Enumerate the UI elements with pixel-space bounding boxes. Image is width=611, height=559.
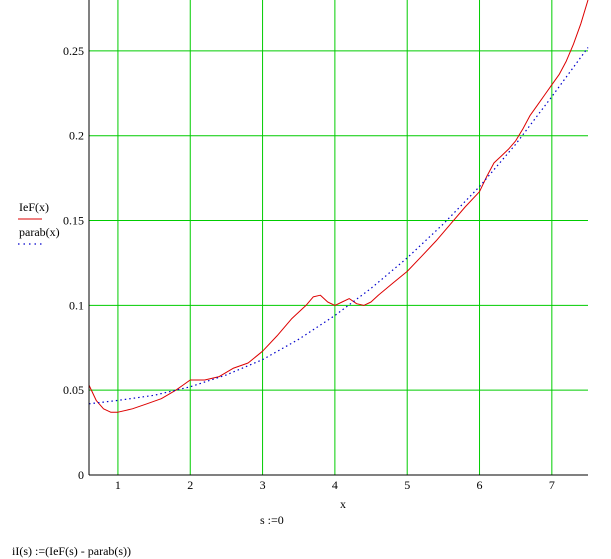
x-tick-label: 7 — [549, 478, 555, 492]
y-tick-label: 0.05 — [63, 383, 84, 397]
legend-label-ief: IeF(x) — [19, 200, 49, 214]
series-line-parab — [88, 47, 589, 405]
grid — [89, 0, 588, 475]
legend-label-parab: parab(x) — [19, 225, 60, 239]
x-tick-label: 3 — [260, 478, 266, 492]
x-tick-label: 4 — [332, 478, 338, 492]
formula-assignment[interactable]: s :=0 — [260, 513, 284, 527]
x-tick-label: 5 — [404, 478, 410, 492]
x-tick-labels: 1 2 3 4 5 6 7 — [115, 478, 555, 492]
y-tick-label: 0.1 — [69, 298, 84, 312]
y-tick-label: 0.15 — [63, 214, 84, 228]
y-tick-label: 0.2 — [69, 129, 84, 143]
series-layer — [88, 0, 589, 413]
x-tick-label: 6 — [477, 478, 483, 492]
formula-definition[interactable]: iI(s) :=(IeF(s) - parab(s)) — [12, 544, 132, 558]
x-tick-label: 2 — [187, 478, 193, 492]
y-tick-labels: 0 0.05 0.1 0.15 0.2 0.25 — [63, 44, 84, 482]
y-tick-label: 0.25 — [63, 44, 84, 58]
plot-frame — [88, 0, 588, 476]
x-tick-label: 1 — [115, 478, 121, 492]
legend: IeF(x) parab(x) — [18, 200, 60, 245]
y-tick-label: 0 — [78, 468, 84, 482]
series-line-ief — [88, 0, 589, 413]
x-axis-label: x — [340, 497, 346, 511]
